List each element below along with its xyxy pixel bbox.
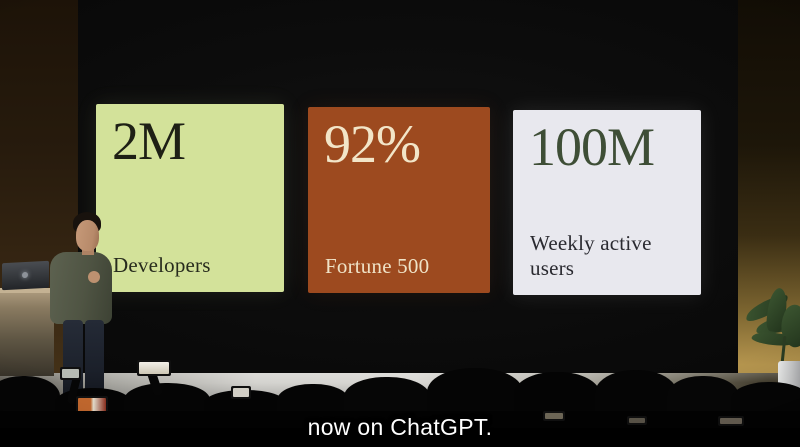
audience-phone: [627, 416, 647, 425]
phone-screen: [78, 398, 106, 413]
stat-card-fortune-500: 92% Fortune 500: [308, 107, 490, 293]
audience-phone: [76, 396, 108, 415]
stat-label-weekly-active-users: Weekly active users: [530, 231, 652, 280]
podium: [0, 288, 54, 376]
audience-phone: [60, 367, 81, 380]
audience-head: [427, 368, 523, 418]
presentation-screen: 2M Developers 92% Fortune 500 100M Weekl…: [78, 0, 738, 374]
phone-screen: [62, 369, 79, 378]
stat-value-developers: 2M: [112, 111, 186, 171]
laptop-logo-icon: [22, 271, 28, 279]
laptop: [2, 260, 49, 291]
phone-screen: [233, 388, 249, 397]
audience-phone: [231, 386, 251, 399]
stat-label-developers: Developers: [113, 253, 211, 277]
audience-head: [595, 370, 677, 418]
stat-card-weekly-active-users: 100M Weekly active users: [513, 110, 701, 295]
audience-phone: [137, 360, 171, 376]
presenter-leg-right: [85, 320, 104, 404]
stat-card-developers: 2M Developers: [96, 104, 284, 292]
phone-screen: [545, 413, 563, 419]
audience-phone: [543, 411, 565, 421]
phone-screen: [720, 418, 742, 424]
presenter-hand: [88, 271, 100, 283]
stat-label-fortune-500: Fortune 500: [325, 254, 430, 278]
audience-phone: [718, 416, 744, 426]
stat-value-weekly-active-users: 100M: [529, 117, 655, 177]
phone-screen: [139, 362, 169, 374]
audience-head: [514, 372, 600, 418]
presenter-shirt: [50, 252, 112, 324]
phone-screen: [629, 418, 645, 423]
presenter-face: [76, 220, 99, 251]
audience-dark-strip: [0, 428, 800, 447]
stat-value-fortune-500: 92%: [324, 114, 421, 174]
subtitle-caption: now on ChatGPT.: [307, 414, 493, 440]
podium-top-surface: [0, 288, 54, 293]
